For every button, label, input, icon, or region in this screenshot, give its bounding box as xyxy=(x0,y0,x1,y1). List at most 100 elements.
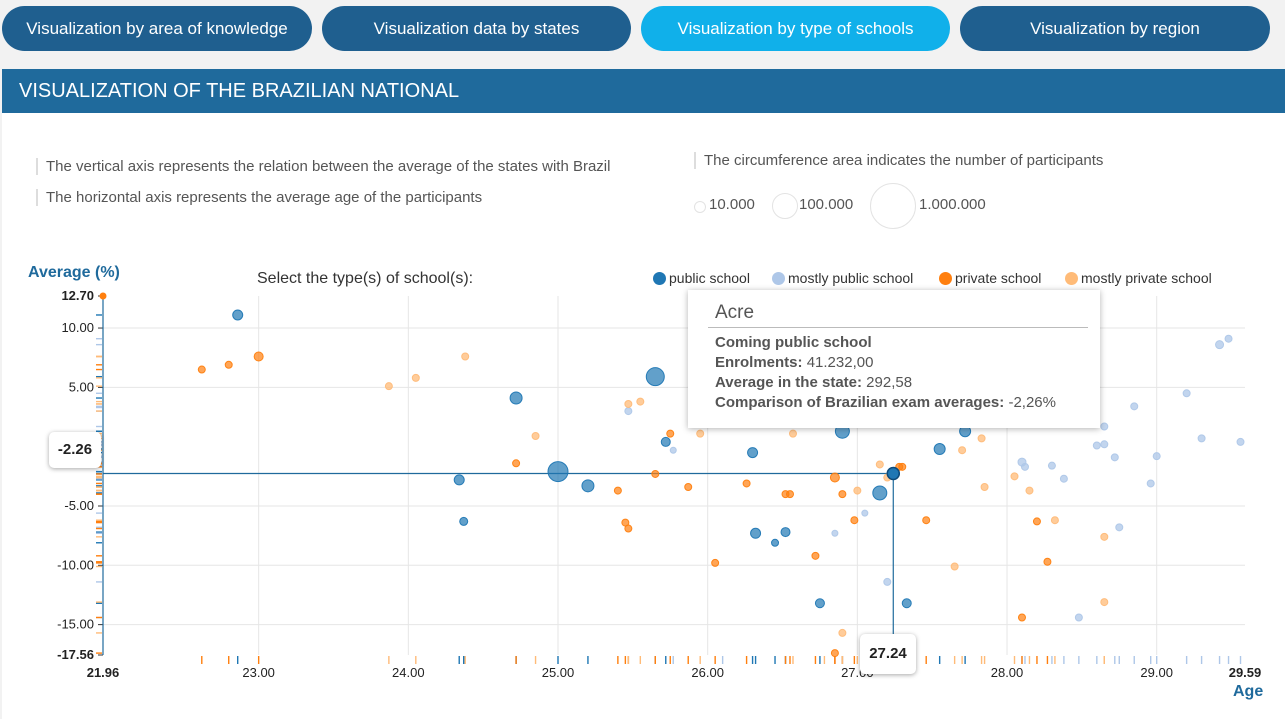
x-tick-label: 23.00 xyxy=(242,665,275,680)
scatter-point xyxy=(1017,613,1026,622)
y-tick-label: 10.00 xyxy=(61,320,94,335)
scatter-point xyxy=(811,551,820,560)
scatter-point xyxy=(785,490,794,499)
scatter-point xyxy=(1152,452,1161,461)
scatter-point xyxy=(224,360,233,369)
scatter-point xyxy=(1043,557,1052,566)
scatter-point xyxy=(624,399,633,408)
scatter-point xyxy=(1025,486,1034,495)
scatter-point xyxy=(651,469,660,478)
scatter-point xyxy=(977,434,986,443)
scatter-point xyxy=(933,443,946,456)
panel-title: VISUALIZATION OF THE BRAZILIAN NATIONAL xyxy=(19,80,460,102)
scatter-point xyxy=(1059,474,1068,483)
legend-label: mostly private school xyxy=(1081,270,1212,286)
scatter-point xyxy=(1236,437,1245,446)
scatter-point xyxy=(1020,462,1029,471)
tab-data-by-states[interactable]: Visualization data by states xyxy=(322,6,631,51)
y-tick-label: -5.00 xyxy=(64,498,94,513)
scatter-point xyxy=(788,429,797,438)
x-tick-label: 29.00 xyxy=(1140,665,1173,680)
y-tick-label: 12.70 xyxy=(61,288,94,303)
scatter-point xyxy=(1197,434,1206,443)
scatter-point xyxy=(1074,613,1083,622)
scatter-point xyxy=(1100,532,1109,541)
tooltip-divider xyxy=(708,327,1088,328)
x-tick-label: 24.00 xyxy=(392,665,425,680)
scatter-point xyxy=(742,479,751,488)
y-tick-label: -17.56 xyxy=(57,647,94,662)
scatter-point xyxy=(875,460,884,469)
scatter-point xyxy=(581,479,595,493)
scatter-point xyxy=(624,524,633,533)
legend-mostly-public-school[interactable]: mostly public school xyxy=(772,270,913,286)
scatter-point xyxy=(883,577,892,586)
scatter-point xyxy=(1224,334,1233,343)
scatter-point xyxy=(1115,523,1124,532)
tooltip-comparison: Comparison of Brazilian exam averages: -… xyxy=(715,394,1056,411)
scatter-point xyxy=(411,373,420,382)
tab-area-of-knowledge[interactable]: Visualization by area of knowledge xyxy=(2,6,312,51)
scatter-point xyxy=(509,391,523,405)
legend-label: mostly public school xyxy=(788,270,914,286)
scatter-point xyxy=(950,562,959,571)
scatter-point xyxy=(814,598,825,609)
x-tick-label: 29.59 xyxy=(1229,665,1262,680)
x-tick-label: 21.96 xyxy=(87,665,120,680)
legend-mostly-private-school[interactable]: mostly private school xyxy=(1065,270,1212,286)
x-tick-label: 28.00 xyxy=(991,665,1024,680)
scatter-point xyxy=(1100,440,1109,449)
legend-dot-icon xyxy=(772,272,785,285)
scatter-point xyxy=(771,538,780,547)
tooltip-average: Average in the state: 292,58 xyxy=(715,374,913,391)
x-axis-title: Age xyxy=(1233,683,1264,700)
scatter-point xyxy=(1047,461,1056,470)
legend-dot-icon xyxy=(939,272,952,285)
scatter-point xyxy=(512,459,521,468)
scatter-point xyxy=(613,486,622,495)
size-circle-large xyxy=(870,183,916,229)
scatter-point xyxy=(660,436,671,447)
y-value-callout: -2.26 xyxy=(49,432,101,468)
note-vertical-axis: The vertical axis represents the relatio… xyxy=(36,158,610,175)
legend-label: private school xyxy=(955,270,1042,286)
scatter-point xyxy=(711,558,720,567)
scatter-point xyxy=(624,407,633,416)
legend-public-school[interactable]: public school xyxy=(653,270,750,286)
scatter-point xyxy=(831,529,839,537)
y-tick-label: 5.00 xyxy=(69,379,94,394)
tab-type-of-schools[interactable]: Visualization by type of schools xyxy=(641,6,950,51)
scatter-point xyxy=(861,509,869,517)
scatter-point xyxy=(645,367,665,387)
scatter-point xyxy=(1215,340,1225,350)
scatter-point xyxy=(780,527,791,538)
scatter-point xyxy=(958,446,967,455)
scatter-point xyxy=(901,598,912,609)
size-label-small: 10.000 xyxy=(709,196,755,213)
scatter-point xyxy=(1146,479,1155,488)
scatter-point xyxy=(829,472,840,483)
scatter-point xyxy=(1110,453,1119,462)
scatter-point xyxy=(547,461,569,483)
legend-dot-icon xyxy=(653,272,666,285)
legend-private-school[interactable]: private school xyxy=(939,270,1041,286)
scatter-point xyxy=(459,516,469,526)
x-value-callout: 27.24 xyxy=(860,634,916,674)
x-tick-label: 26.00 xyxy=(691,665,724,680)
size-circle-medium xyxy=(772,193,798,219)
scatter-point xyxy=(253,351,264,362)
legend-dot-icon xyxy=(1065,272,1078,285)
scatter-point xyxy=(384,382,393,391)
scatter-point xyxy=(1100,422,1109,431)
scatter-point xyxy=(1050,516,1059,525)
note-circumference: The circumference area indicates the num… xyxy=(694,152,1103,169)
tab-by-region[interactable]: Visualization by region xyxy=(960,6,1270,51)
scatter-point xyxy=(1010,472,1019,481)
scatter-point xyxy=(922,516,931,525)
state-tooltip: Acre Coming public school Enrolments: 41… xyxy=(688,290,1100,428)
scatter-point xyxy=(669,446,677,454)
scatter-point xyxy=(747,447,759,459)
scatter-point xyxy=(684,483,693,492)
y-axis-top-marker xyxy=(99,292,107,300)
tooltip-title: Acre xyxy=(715,302,755,323)
